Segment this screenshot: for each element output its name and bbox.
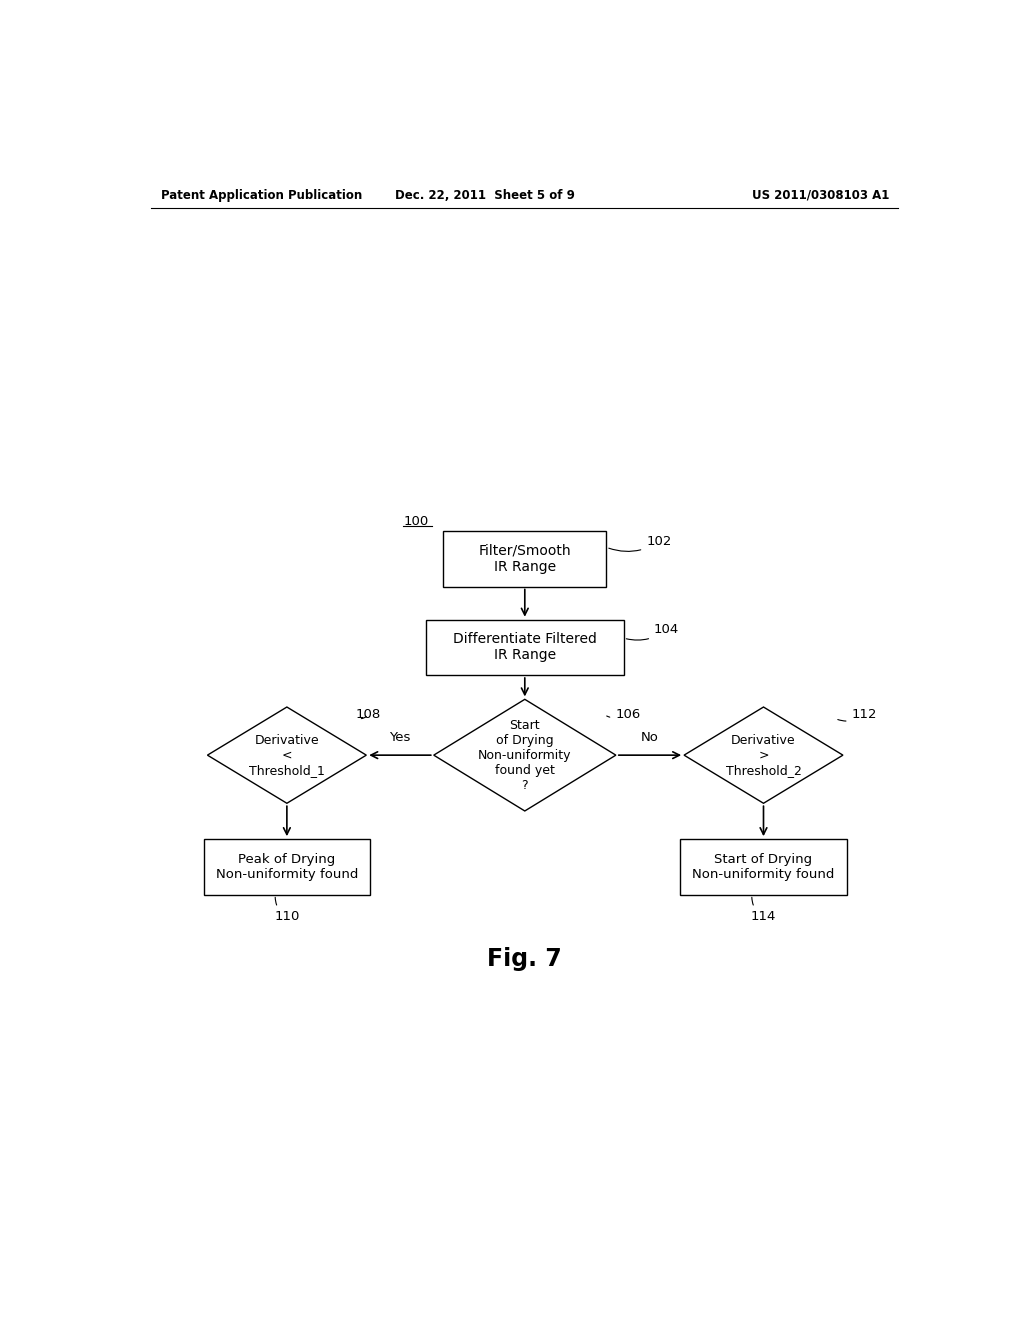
Text: Yes: Yes xyxy=(389,730,411,743)
Text: 108: 108 xyxy=(355,708,381,721)
Text: Dec. 22, 2011  Sheet 5 of 9: Dec. 22, 2011 Sheet 5 of 9 xyxy=(394,189,574,202)
Text: Filter/Smooth
IR Range: Filter/Smooth IR Range xyxy=(478,544,571,574)
Text: 106: 106 xyxy=(606,708,640,721)
Text: Derivative
<
Threshold_1: Derivative < Threshold_1 xyxy=(249,734,325,776)
Polygon shape xyxy=(684,708,843,804)
Text: Derivative
>
Threshold_2: Derivative > Threshold_2 xyxy=(726,734,802,776)
FancyBboxPatch shape xyxy=(443,531,606,586)
Text: 112: 112 xyxy=(838,708,877,721)
Text: 102: 102 xyxy=(609,536,672,552)
FancyBboxPatch shape xyxy=(204,840,371,895)
Text: Patent Application Publication: Patent Application Publication xyxy=(161,189,361,202)
Text: US 2011/0308103 A1: US 2011/0308103 A1 xyxy=(752,189,889,202)
Text: Differentiate Filtered
IR Range: Differentiate Filtered IR Range xyxy=(453,632,597,663)
Text: No: No xyxy=(641,730,658,743)
Text: Start
of Drying
Non-uniformity
found yet
?: Start of Drying Non-uniformity found yet… xyxy=(478,718,571,792)
Text: 104: 104 xyxy=(627,623,679,640)
Text: Peak of Drying
Non-uniformity found: Peak of Drying Non-uniformity found xyxy=(216,853,358,880)
FancyBboxPatch shape xyxy=(426,619,624,675)
Text: 110: 110 xyxy=(274,898,300,924)
FancyBboxPatch shape xyxy=(680,840,847,895)
Text: 114: 114 xyxy=(751,898,776,924)
Polygon shape xyxy=(434,700,615,810)
Text: Start of Drying
Non-uniformity found: Start of Drying Non-uniformity found xyxy=(692,853,835,880)
Text: 100: 100 xyxy=(403,515,428,528)
Text: Fig. 7: Fig. 7 xyxy=(487,948,562,972)
Polygon shape xyxy=(208,708,367,804)
